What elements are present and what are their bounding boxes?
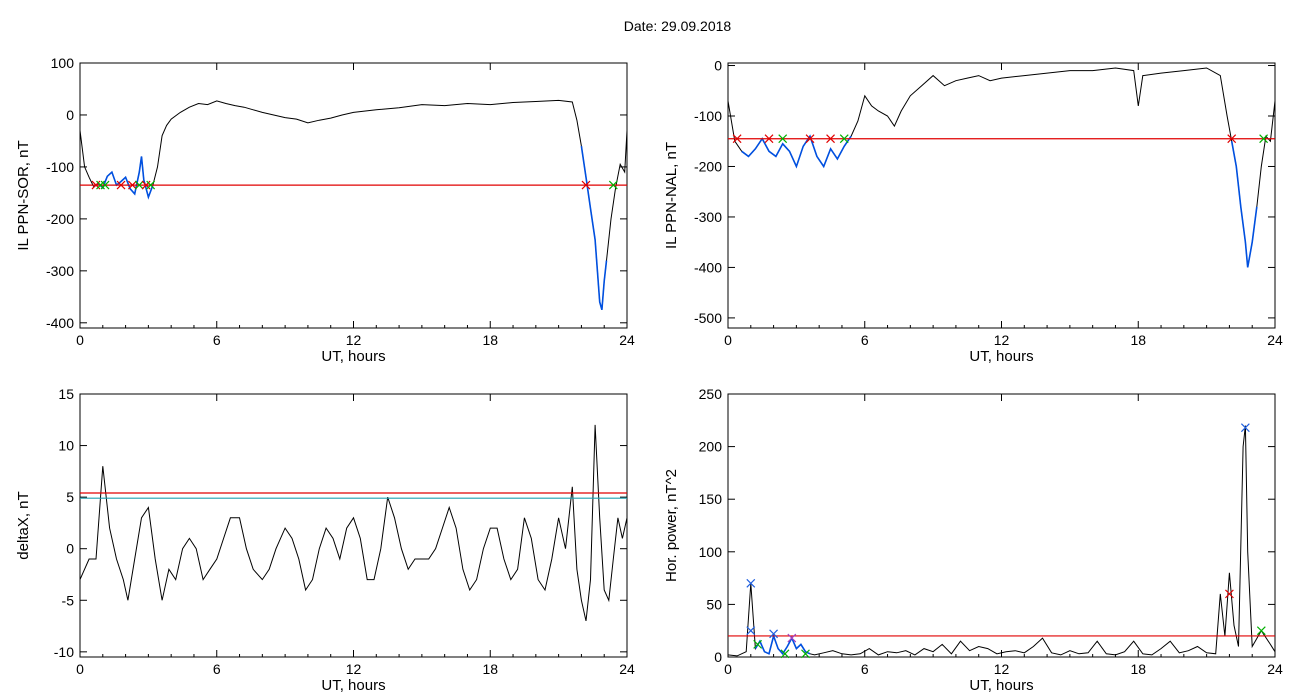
highlighted-segment xyxy=(1230,141,1258,268)
y-tick-label: 15 xyxy=(58,386,74,402)
event-marker xyxy=(746,626,756,636)
event-marker xyxy=(116,180,126,190)
data-series-line xyxy=(727,425,1276,657)
event-marker xyxy=(1256,626,1266,636)
x-tick-label: 0 xyxy=(76,661,84,677)
y-tick-label: -10 xyxy=(54,644,74,660)
x-axis-label: UT, hours xyxy=(321,677,385,694)
event-marker xyxy=(769,629,779,639)
x-tick-label: 12 xyxy=(994,332,1010,348)
y-tick-label: 150 xyxy=(699,491,723,507)
y-tick-label: -400 xyxy=(694,259,722,275)
chart-deltax: 0 6 12 18 24 -10 -5 0 5 10 15 UT, hours deltaX, nT xyxy=(15,386,635,694)
y-tick-label: -300 xyxy=(46,263,74,279)
y-tick-label: 100 xyxy=(699,544,723,560)
x-axis-label: UT, hours xyxy=(969,348,1033,365)
y-axis-label: Hor. power, nT^2 xyxy=(663,469,680,582)
x-tick-label: 6 xyxy=(213,661,221,677)
plot-frame xyxy=(727,62,1276,329)
x-tick-label: 24 xyxy=(1267,661,1283,677)
highlighted-segment xyxy=(741,134,852,169)
highlighted-segment xyxy=(93,156,154,200)
event-marker xyxy=(732,134,742,144)
event-marker xyxy=(134,180,144,190)
y-tick-label: 5 xyxy=(66,489,74,505)
event-marker xyxy=(805,134,815,144)
event-marker xyxy=(839,134,849,144)
data-series-line xyxy=(79,424,628,622)
y-axis-label: deltaX, nT xyxy=(15,491,32,559)
y-tick-label: -5 xyxy=(62,592,75,608)
event-marker xyxy=(764,134,774,144)
x-tick-label: 18 xyxy=(1130,332,1146,348)
y-axis-label: IL PPN-SOR, nT xyxy=(15,140,32,250)
y-tick-label: 100 xyxy=(51,55,75,71)
plot-frame xyxy=(79,62,628,329)
event-marker xyxy=(100,180,110,190)
x-tick-label: 0 xyxy=(724,332,732,348)
x-tick-label: 12 xyxy=(346,332,362,348)
y-tick-label: -100 xyxy=(694,108,722,124)
event-marker xyxy=(1240,423,1250,433)
chart-hor-power: 0 6 12 18 24 0 50 100 150 200 250 UT, hours Hor. pow… xyxy=(663,386,1283,694)
chart-il-ppn-nal: 0 6 12 18 24 -500 -400 -300 -200 -100 0 UT, hours IL… xyxy=(663,58,1283,365)
x-tick-label: 12 xyxy=(994,661,1010,677)
x-tick-label: 6 xyxy=(861,332,869,348)
x-axis-label: UT, hours xyxy=(969,677,1033,694)
event-marker xyxy=(826,134,835,144)
y-tick-label: 50 xyxy=(706,596,722,612)
x-tick-label: 12 xyxy=(346,661,362,677)
x-tick-label: 24 xyxy=(1267,332,1283,348)
event-marker xyxy=(146,180,156,190)
plot-frame xyxy=(727,393,1276,658)
x-tick-label: 18 xyxy=(1130,661,1146,677)
y-tick-label: 0 xyxy=(714,58,722,74)
highlighted-segment xyxy=(754,633,811,656)
x-tick-label: 18 xyxy=(482,661,498,677)
page-title: Date: 29.09.2018 xyxy=(623,18,732,34)
x-tick-label: 24 xyxy=(619,332,635,348)
y-tick-label: -400 xyxy=(46,315,74,331)
event-marker xyxy=(753,639,763,649)
x-axis-label: UT, hours xyxy=(321,348,385,365)
y-tick-label: 0 xyxy=(66,541,74,557)
event-marker xyxy=(127,180,137,190)
data-series-line xyxy=(727,67,1276,268)
y-tick-label: -500 xyxy=(694,310,722,326)
x-tick-label: 0 xyxy=(724,661,732,677)
plot-frame xyxy=(79,393,628,658)
event-marker xyxy=(801,649,810,659)
event-marker xyxy=(608,180,618,190)
x-tick-label: 18 xyxy=(482,332,498,348)
event-marker xyxy=(1259,134,1269,144)
event-marker xyxy=(1227,134,1237,144)
y-tick-label: -300 xyxy=(694,209,722,225)
y-tick-label: 0 xyxy=(66,107,74,123)
x-tick-label: 6 xyxy=(213,332,221,348)
event-marker xyxy=(778,134,788,144)
y-tick-label: 250 xyxy=(699,386,723,402)
y-tick-label: -100 xyxy=(46,159,74,175)
data-series-line xyxy=(79,99,628,310)
y-tick-label: 200 xyxy=(699,439,723,455)
y-tick-label: -200 xyxy=(46,211,74,227)
y-tick-label: 0 xyxy=(714,649,722,665)
x-tick-label: 6 xyxy=(861,661,869,677)
event-marker xyxy=(780,649,790,659)
highlighted-segment xyxy=(580,145,608,311)
event-marker xyxy=(787,633,797,643)
x-tick-label: 0 xyxy=(76,332,84,348)
event-marker xyxy=(746,578,756,588)
y-tick-label: 10 xyxy=(58,438,74,454)
x-tick-label: 24 xyxy=(619,661,635,677)
y-axis-label: IL PPN-NAL, nT xyxy=(663,142,680,249)
chart-il-ppn-sor: 0 6 12 18 24 -400 -300 -200 -100 0 100 UT, hours IL … xyxy=(15,55,635,365)
y-tick-label: -200 xyxy=(694,158,722,174)
event-marker xyxy=(581,180,591,190)
event-marker xyxy=(1224,589,1234,599)
